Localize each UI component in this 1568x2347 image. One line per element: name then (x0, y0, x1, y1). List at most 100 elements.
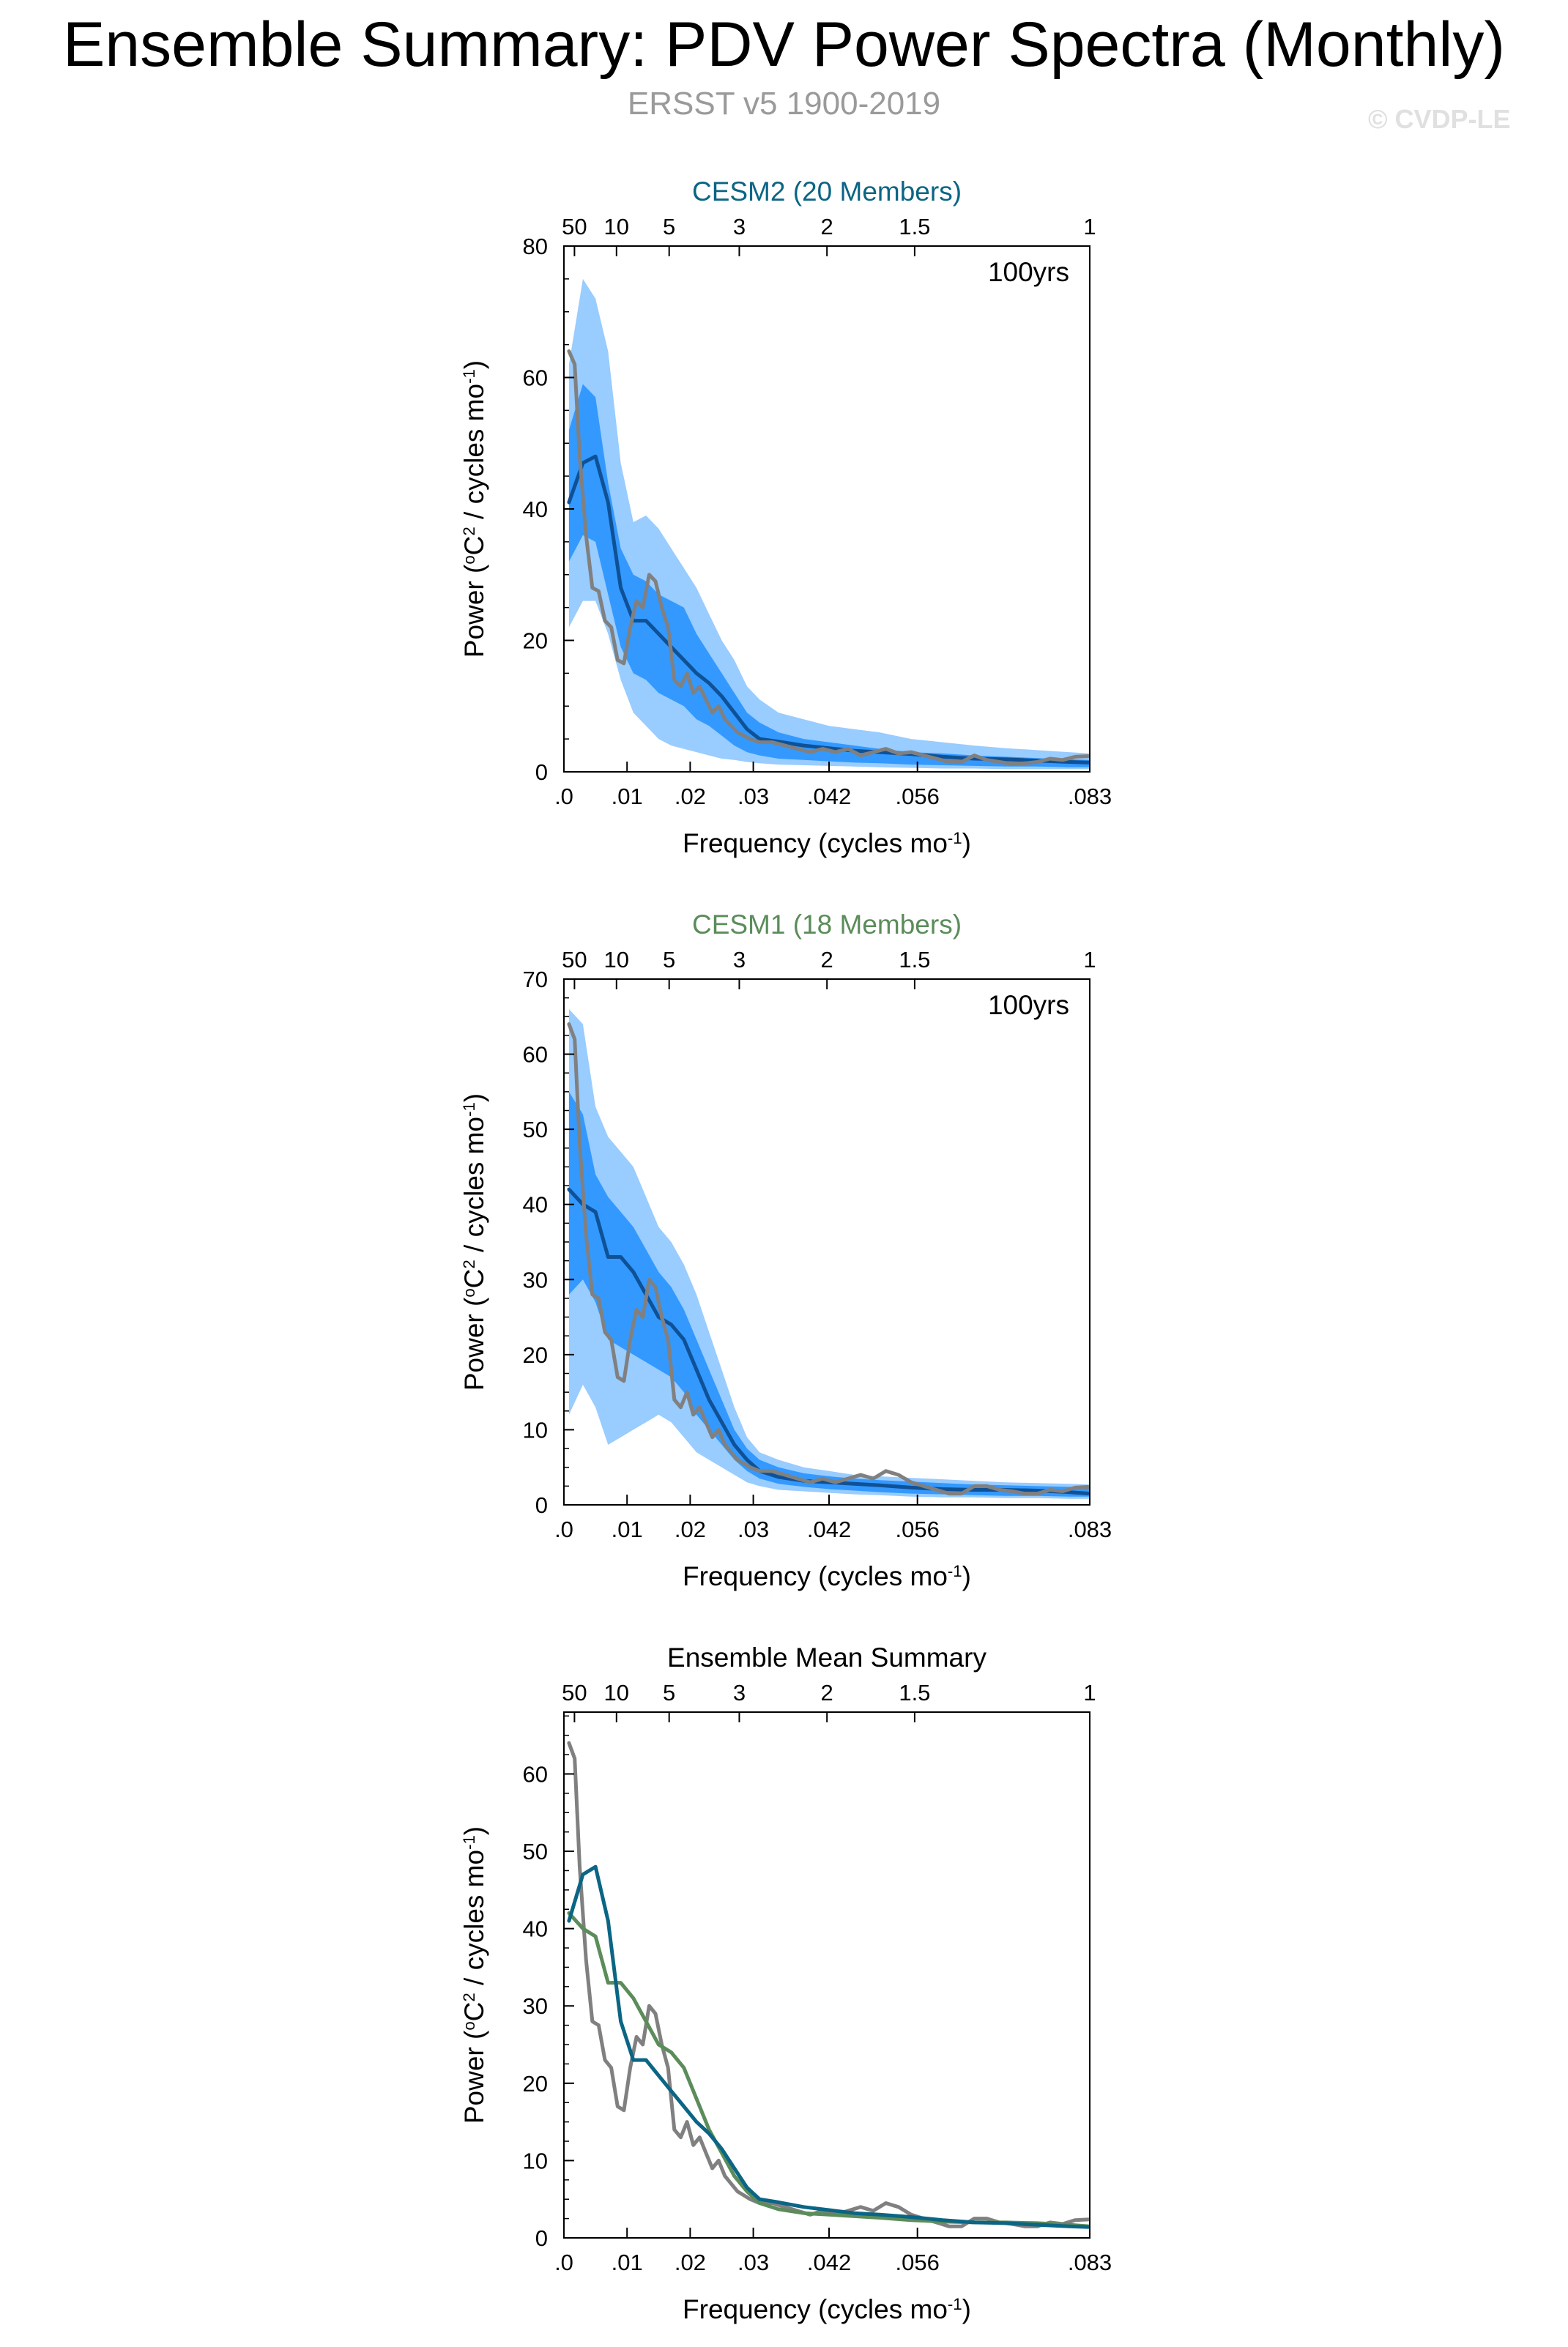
label-part: Power ( (459, 564, 489, 658)
x-tick-label: .03 (737, 2250, 769, 2275)
top-tick-label: 1 (1083, 947, 1096, 972)
x-tick-label: .042 (807, 2250, 851, 2275)
y-tick-label: 50 (523, 1117, 548, 1142)
top-tick-label: 1.5 (899, 214, 930, 239)
x-tick-label: .0 (554, 784, 573, 809)
top-tick-label: 50 (562, 1680, 587, 1706)
label-part: ) (962, 1561, 971, 1591)
y-tick-label: 40 (523, 496, 548, 522)
top-tick-label: 50 (562, 214, 587, 239)
x-tick-label: .01 (612, 784, 643, 809)
period-annotation: 100yrs (988, 990, 1069, 1020)
label-part: ) (962, 2294, 971, 2324)
y-axis-label: Power (oC2 / cycles mo-1) (459, 1826, 489, 2124)
y-tick-label: 20 (523, 1342, 548, 1368)
x-tick-label: .056 (896, 2250, 940, 2275)
top-tick-label: 3 (733, 947, 746, 972)
label-part: Frequency (cycles mo (683, 2294, 948, 2324)
series-line-obs (567, 1741, 1090, 2228)
label-part: ) (459, 360, 489, 369)
label-part: / cycles mo (459, 1850, 489, 1993)
y-tick-label: 50 (523, 1839, 548, 1864)
superscript: -1 (460, 1835, 478, 1850)
y-tick-label: 30 (523, 1993, 548, 2019)
period-annotation: 100yrs (988, 257, 1069, 287)
superscript: 2 (460, 1260, 478, 1268)
x-axis-label: Frequency (cycles mo-1) (683, 1561, 971, 1591)
top-tick-label: 1 (1083, 214, 1096, 239)
y-tick-label: 60 (523, 1761, 548, 1787)
superscript: o (460, 2021, 478, 2030)
top-tick-label: 2 (821, 1680, 833, 1706)
y-tick-label: 80 (523, 234, 548, 259)
superscript: 2 (460, 1993, 478, 2001)
top-tick-label: 5 (663, 214, 675, 239)
top-tick-label: 1.5 (899, 1680, 930, 1706)
panel-title: CESM2 (20 Members) (692, 176, 962, 207)
top-tick-label: 3 (733, 214, 746, 239)
copyright-watermark: © CVDP-LE (1368, 104, 1511, 134)
top-tick-label: 1 (1083, 1680, 1096, 1706)
superscript: -1 (948, 2295, 962, 2313)
x-tick-label: .0 (554, 1517, 573, 1542)
x-tick-label: .02 (675, 784, 706, 809)
x-tick-label: .03 (737, 784, 769, 809)
x-tick-label: .083 (1068, 2250, 1112, 2275)
series-line-cesm2 (567, 1864, 1090, 2229)
label-part: C (459, 1269, 489, 1289)
superscript: -1 (460, 369, 478, 384)
x-axis-label: Frequency (cycles mo-1) (683, 2294, 971, 2324)
series-line-obs (567, 1022, 1090, 1496)
top-tick-label: 10 (604, 947, 629, 972)
y-tick-label: 60 (523, 1042, 548, 1068)
x-tick-label: .0 (554, 2250, 573, 2275)
top-tick-label: 2 (821, 947, 833, 972)
chart-panel-3: 0 10 20 30 40 50 60 .0 .01 .02 .03 .042 .056 .083 50 10… (459, 1643, 1112, 2324)
chart-panel-2: 0 10 20 30 40 50 60 70 .0 .01 .02 .03 .042 .056 .083 50… (459, 910, 1112, 1591)
x-tick-label: .056 (896, 784, 940, 809)
plot-area (567, 1741, 1090, 2229)
top-tick-label: 3 (733, 1680, 746, 1706)
y-tick-label: 30 (523, 1267, 548, 1292)
superscript: -1 (948, 1562, 962, 1580)
series-line-mean (567, 1187, 1090, 1496)
spread-band-inner (568, 384, 1090, 767)
y-tick-label: 10 (523, 2148, 548, 2173)
superscript: -1 (460, 1102, 478, 1117)
x-tick-label: .042 (807, 784, 851, 809)
top-tick-label: 1.5 (899, 947, 930, 972)
y-tick-label: 20 (523, 2071, 548, 2097)
y-tick-label: 0 (535, 1492, 548, 1518)
plot-area (567, 1009, 1090, 1499)
label-part: C (459, 536, 489, 556)
label-part: Power ( (459, 1297, 489, 1391)
y-axis-label: Power (oC2 / cycles mo-1) (459, 360, 489, 658)
label-part: / cycles mo (459, 1117, 489, 1260)
x-tick-label: .02 (675, 2250, 706, 2275)
superscript: o (460, 1288, 478, 1297)
x-tick-label: .056 (896, 1517, 940, 1542)
y-tick-label: 40 (523, 1916, 548, 1942)
label-part: ) (459, 1093, 489, 1102)
panel-title: CESM1 (18 Members) (692, 910, 962, 940)
label-part: ) (459, 1826, 489, 1835)
superscript: -1 (948, 829, 962, 847)
y-tick-label: 70 (523, 967, 548, 992)
x-tick-label: .02 (675, 1517, 706, 1542)
y-tick-label: 0 (535, 759, 548, 785)
series-line-obs (567, 349, 1090, 766)
chart-panel-1: 0 20 40 60 80 .0 .01 .02 .03 .042 .056 .083 50 10 5 3 2 1… (459, 176, 1112, 858)
top-tick-label: 5 (663, 947, 675, 972)
label-part: ) (962, 828, 971, 858)
x-tick-label: .03 (737, 1517, 769, 1542)
x-tick-label: .01 (612, 1517, 643, 1542)
top-tick-label: 50 (562, 947, 587, 972)
spread-band-outer (568, 278, 1090, 770)
y-tick-label: 20 (523, 628, 548, 654)
x-tick-label: .042 (807, 1517, 851, 1542)
x-tick-label: .083 (1068, 784, 1112, 809)
x-tick-label: .083 (1068, 1517, 1112, 1542)
y-tick-label: 0 (535, 2225, 548, 2251)
superscript: 2 (460, 527, 478, 535)
y-axis-label: Power (oC2 / cycles mo-1) (459, 1093, 489, 1391)
